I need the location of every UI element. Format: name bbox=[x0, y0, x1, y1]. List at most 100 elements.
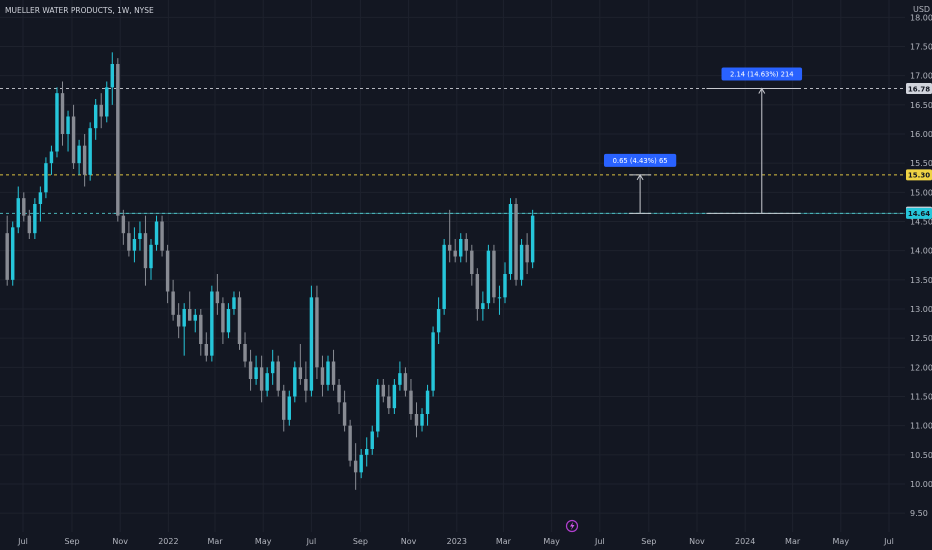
candle bbox=[22, 192, 26, 222]
candle bbox=[165, 244, 170, 304]
candle-body bbox=[49, 151, 54, 164]
candle-body bbox=[27, 215, 32, 234]
price-tick-label: 11.00 bbox=[910, 422, 932, 431]
candle-body bbox=[66, 116, 70, 134]
candle-body bbox=[193, 314, 197, 321]
time-tick-label: Mar bbox=[496, 537, 512, 546]
candle-body bbox=[342, 402, 347, 426]
lightning-icon bbox=[570, 522, 575, 530]
candle bbox=[387, 384, 391, 414]
candle bbox=[270, 349, 275, 385]
measurement-1: 0.65 (4.43%) 65 bbox=[603, 153, 677, 214]
candle bbox=[265, 367, 269, 397]
candle-body bbox=[210, 291, 214, 356]
candle bbox=[215, 274, 220, 315]
candle bbox=[116, 58, 120, 222]
candle-body bbox=[364, 449, 369, 455]
candle bbox=[5, 215, 9, 286]
price-tick-label: 12.00 bbox=[910, 363, 932, 372]
time-tick-label: May bbox=[255, 537, 272, 546]
candle bbox=[370, 425, 374, 455]
candle bbox=[326, 355, 330, 391]
price-tick-label: 10.00 bbox=[910, 480, 932, 489]
candle-body bbox=[359, 454, 363, 473]
price-tag-label: 14.64 bbox=[908, 210, 930, 218]
candle-body bbox=[165, 250, 170, 292]
price-tick-label: 14.00 bbox=[910, 247, 932, 256]
candle-body bbox=[293, 367, 297, 397]
candle bbox=[138, 221, 142, 251]
candle-body bbox=[353, 460, 358, 473]
candle bbox=[431, 326, 435, 397]
candle bbox=[453, 239, 457, 263]
candle-body bbox=[138, 233, 142, 239]
candle-body bbox=[38, 192, 43, 204]
candle bbox=[171, 279, 175, 321]
candle bbox=[376, 379, 380, 438]
time-axis[interactable]: Jul Sep Nov 2022 Mar May Jul Sep Nov 2023 Mar May Ju… bbox=[17, 537, 894, 546]
candle-body bbox=[420, 414, 424, 426]
lightning-badge-ring bbox=[565, 519, 579, 533]
candle bbox=[60, 81, 65, 146]
candle bbox=[243, 332, 247, 368]
candle bbox=[320, 355, 325, 397]
lightning-badge[interactable] bbox=[565, 519, 579, 533]
candle bbox=[525, 233, 529, 274]
candle-body bbox=[60, 93, 65, 134]
candle-body bbox=[425, 390, 430, 414]
price-axis[interactable]: 18.00 17.50 17.00 16.50 16.00 15.50 15.00 14.50… bbox=[906, 13, 932, 518]
time-tick-label: 2023 bbox=[447, 537, 467, 546]
price-tick-label: 10.50 bbox=[910, 451, 932, 460]
candle bbox=[110, 52, 115, 105]
chart-title: MUELLER WATER PRODUCTS, 1W, NYSE bbox=[5, 6, 154, 15]
candle bbox=[459, 233, 463, 263]
candle-body bbox=[304, 379, 308, 391]
price-tag-14.64: 14.64 bbox=[906, 207, 932, 219]
candle-body bbox=[55, 93, 59, 152]
candle bbox=[381, 379, 386, 403]
candle-body bbox=[182, 309, 186, 327]
candle bbox=[182, 303, 186, 356]
candle bbox=[348, 419, 352, 467]
candle bbox=[425, 384, 430, 426]
candle-body bbox=[376, 384, 380, 432]
price-tick-label: 15.50 bbox=[910, 159, 932, 168]
measurement-arrowhead bbox=[758, 87, 766, 94]
candle bbox=[132, 227, 137, 263]
candle-body bbox=[188, 309, 192, 321]
candle-body bbox=[176, 314, 181, 327]
candle-body bbox=[110, 64, 115, 88]
candle-body bbox=[331, 361, 336, 385]
price-tick-label: 17.00 bbox=[910, 72, 932, 81]
candle-body bbox=[392, 384, 397, 409]
candle bbox=[254, 355, 258, 385]
candle-body bbox=[387, 396, 391, 409]
candle bbox=[93, 99, 98, 140]
candle-body bbox=[436, 309, 441, 333]
candle bbox=[475, 268, 480, 321]
candle-body bbox=[270, 361, 275, 374]
candle bbox=[414, 402, 419, 438]
candle-body bbox=[226, 309, 231, 333]
candle-body bbox=[337, 384, 341, 403]
candle-body bbox=[503, 274, 507, 298]
candle bbox=[447, 209, 452, 263]
candle-body bbox=[298, 367, 303, 379]
candle bbox=[304, 361, 308, 403]
time-tick-label: Mar bbox=[207, 537, 223, 546]
candle bbox=[27, 209, 32, 239]
candle bbox=[337, 379, 341, 414]
candle bbox=[248, 349, 253, 391]
price-tick-label: 15.00 bbox=[910, 188, 932, 197]
price-tick-label: 13.50 bbox=[910, 276, 932, 285]
price-tick-label: 12.50 bbox=[910, 334, 932, 343]
candle bbox=[105, 81, 109, 123]
candle-body bbox=[116, 64, 120, 216]
candle bbox=[464, 233, 468, 263]
candle bbox=[237, 291, 242, 350]
currency-label: USD bbox=[913, 5, 930, 14]
candle bbox=[276, 355, 280, 397]
time-tick-label: 2024 bbox=[735, 537, 755, 546]
